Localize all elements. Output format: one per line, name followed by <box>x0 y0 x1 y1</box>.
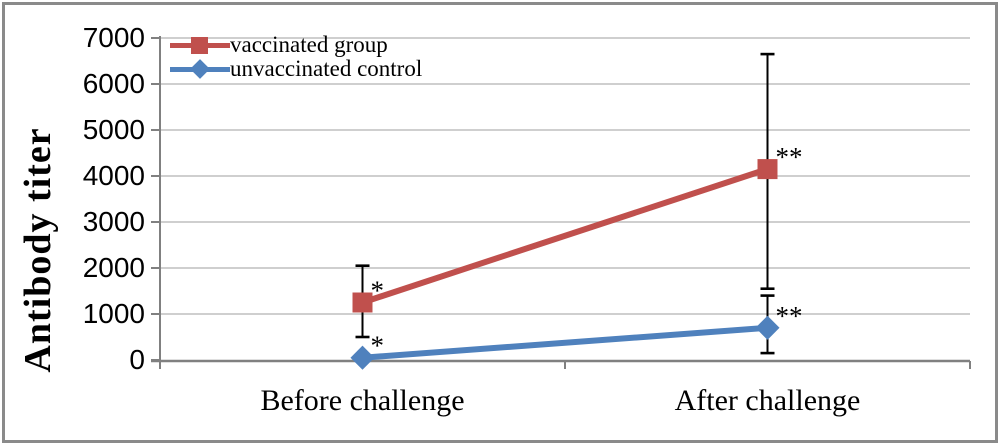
y-tick-label-2000: 2000 <box>82 252 145 283</box>
legend-label-vaccinated-group: vaccinated group <box>230 32 388 57</box>
y-tick-label-3000: 3000 <box>82 206 145 237</box>
svg-text:**: ** <box>776 301 803 331</box>
legend-marker-blue-diamond-icon <box>170 58 230 80</box>
svg-text:**: ** <box>776 142 803 172</box>
y-tick-label-0: 0 <box>129 344 145 375</box>
legend-marker-red-square-icon <box>170 34 230 56</box>
legend: vaccinated group unvaccinated control <box>170 33 422 81</box>
svg-text:*: * <box>371 276 385 306</box>
svg-text:*: * <box>371 331 385 361</box>
legend-item-vaccinated-group: vaccinated group <box>170 33 422 57</box>
y-tick-label-6000: 6000 <box>82 68 145 99</box>
x-axis-label-before-challenge: Before challenge <box>260 384 465 417</box>
legend-label-unvaccinated-control: unvaccinated control <box>230 56 423 81</box>
y-tick-label-4000: 4000 <box>82 160 145 191</box>
y-tick-label-7000: 7000 <box>82 22 145 53</box>
y-tick-label-1000: 1000 <box>82 298 145 329</box>
y-tick-label-5000: 5000 <box>82 114 145 145</box>
legend-item-unvaccinated-control: unvaccinated control <box>170 57 422 81</box>
x-axis-label-after-challenge: After challenge <box>674 384 861 417</box>
